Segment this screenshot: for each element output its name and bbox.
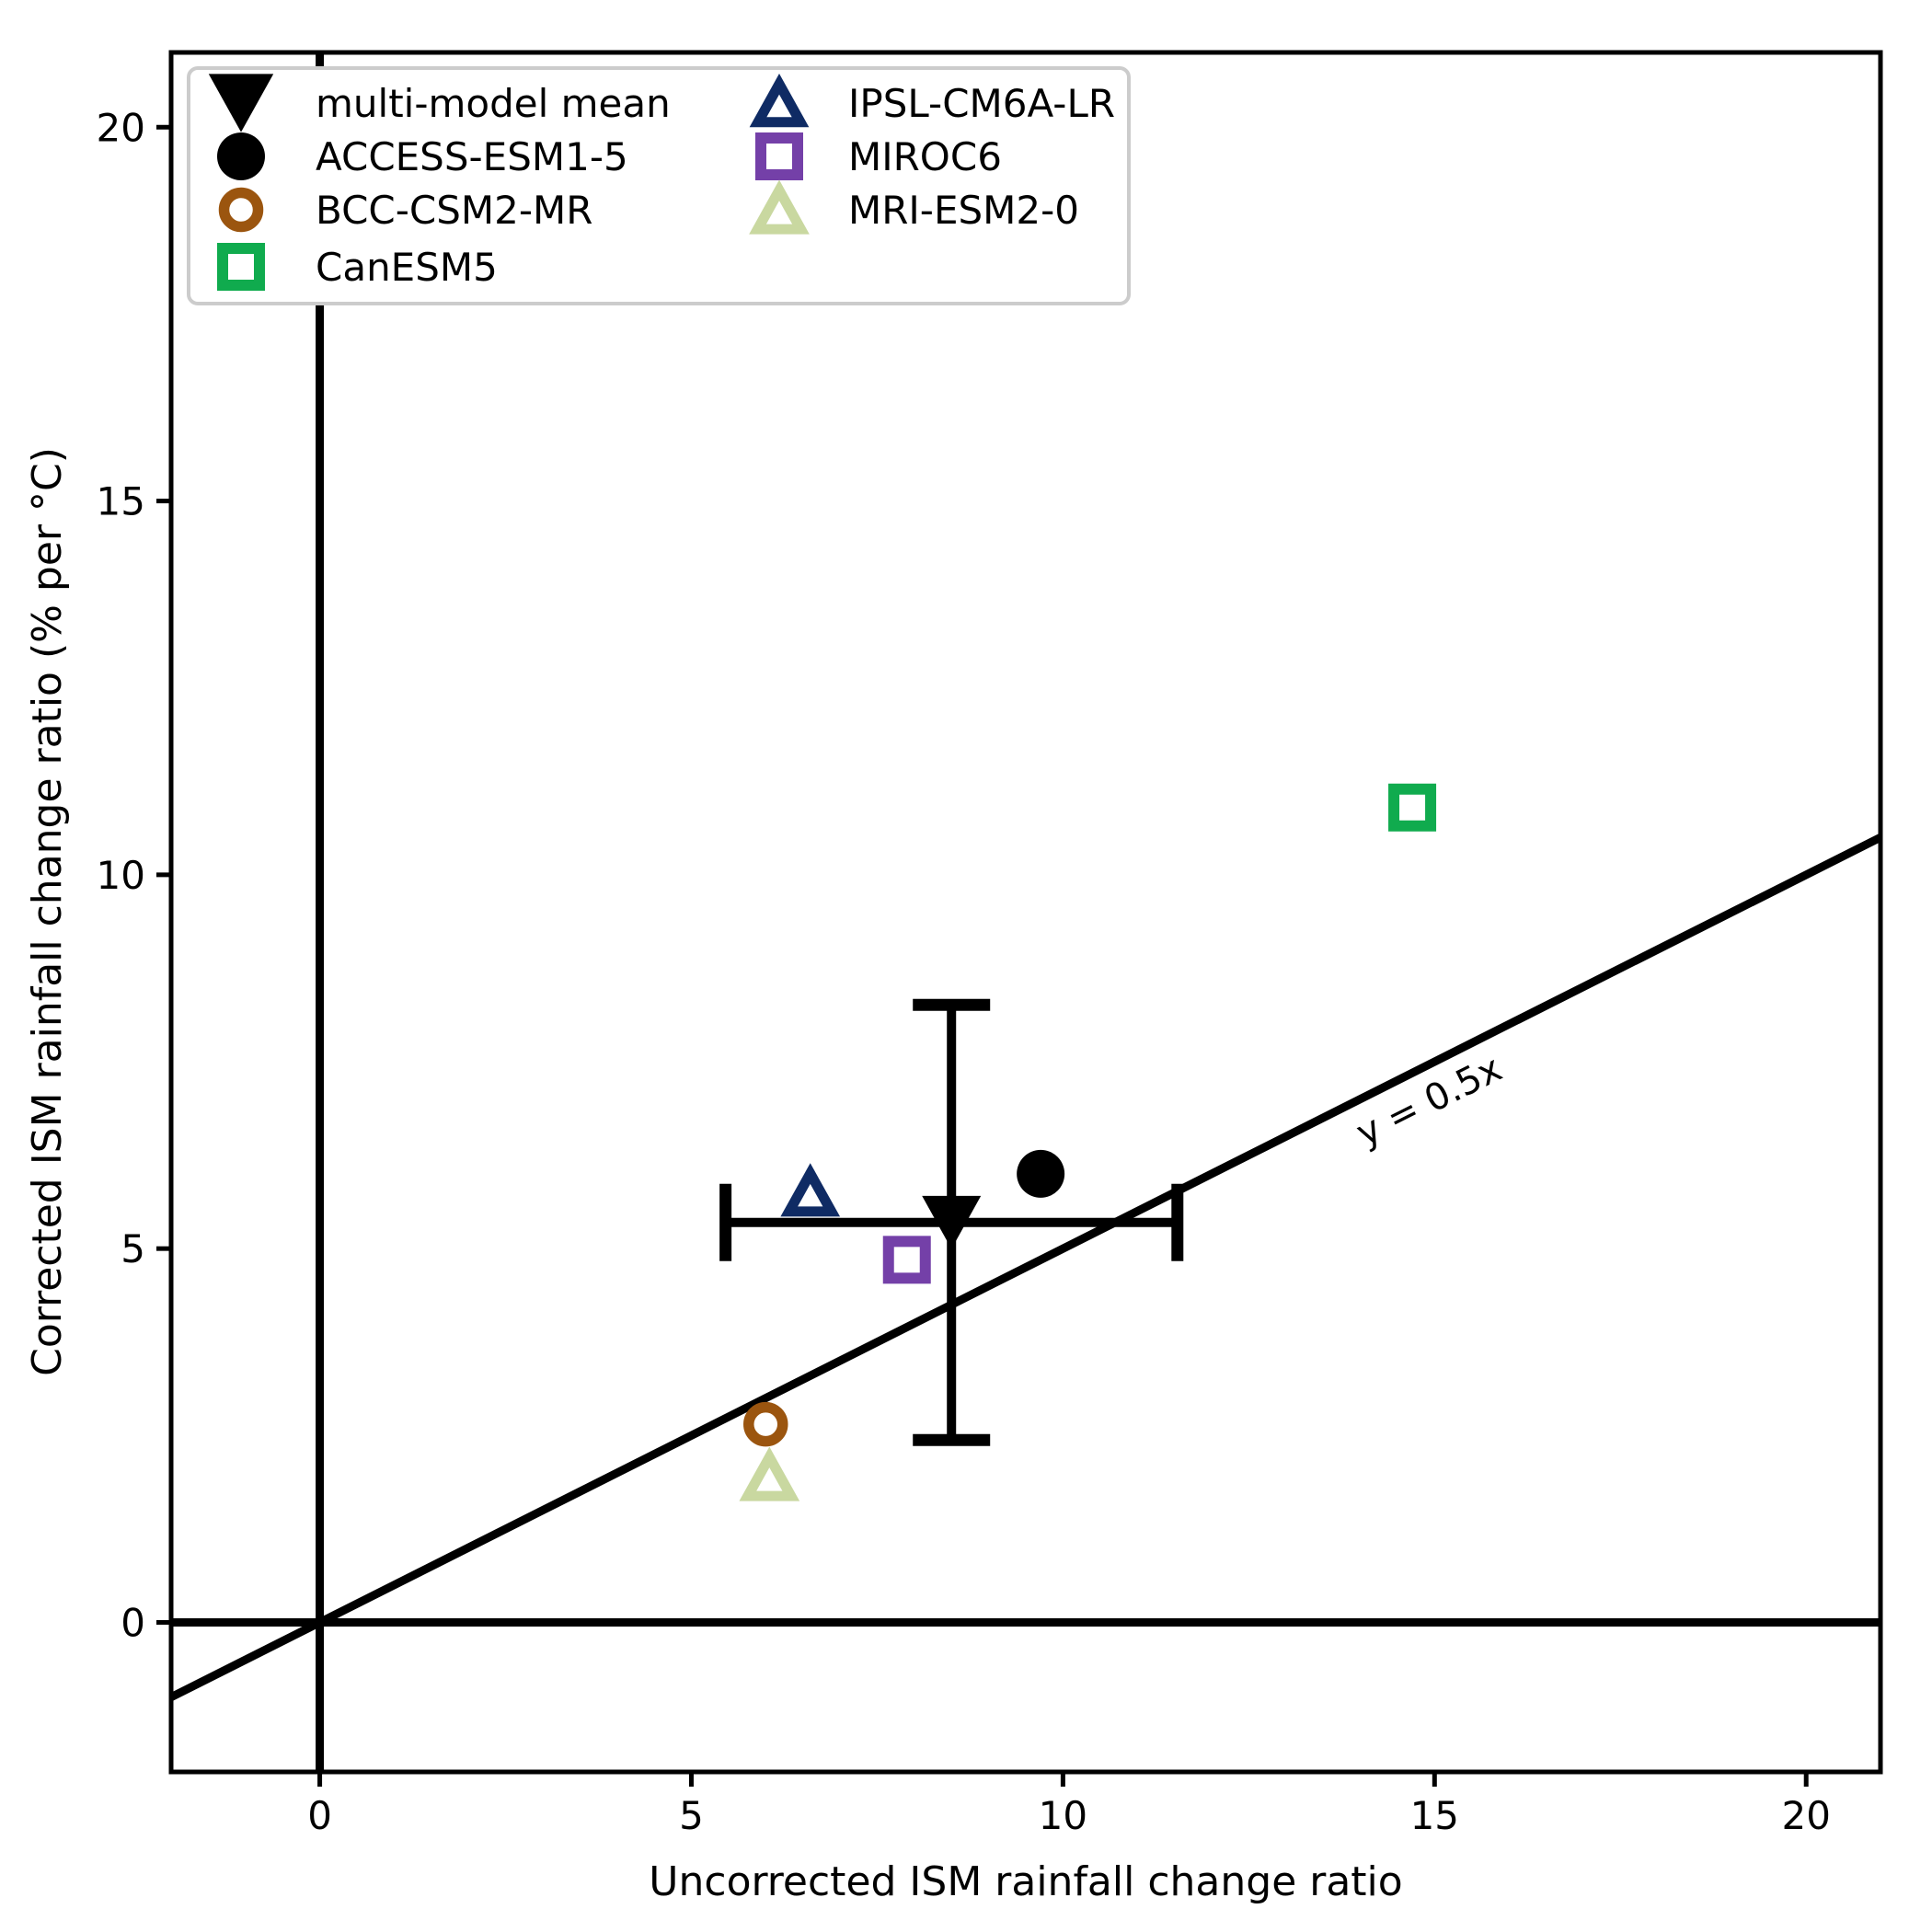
legend: multi-model mean ACCESS-ESM1-5 BCC-CSM2-…	[187, 66, 1131, 305]
y-tick-label: 15	[97, 479, 145, 524]
y-tick-label: 0	[121, 1600, 145, 1645]
marker-square	[1388, 783, 1437, 832]
x-tick-label: 20	[1781, 1793, 1830, 1838]
legend-marker-multi-model-mean	[208, 74, 274, 132]
legend-box	[187, 66, 1131, 305]
x-axis-label: Uncorrected ISM rainfall change ratio	[649, 1858, 1402, 1905]
plot-frame	[168, 50, 1883, 1775]
legend-label-canesm5: CanESM5	[316, 245, 498, 290]
marker-square	[882, 1236, 931, 1284]
legend-label-bcc-csm2-mr: BCC-CSM2-MR	[316, 188, 592, 233]
marker-triangle-up	[739, 1446, 800, 1501]
x-tick-label: 0	[307, 1793, 332, 1838]
data-markers-layer	[739, 783, 1437, 1501]
legend-marker-mri-esm2-0	[749, 179, 810, 235]
legend-marker-miroc6	[755, 132, 803, 180]
legend-marker-bcc-csm2-mr	[218, 187, 264, 233]
legend-label-mri-esm2-0: MRI-ESM2-0	[848, 188, 1079, 233]
marker-triangle-up	[780, 1163, 841, 1217]
marker-circle	[743, 1401, 788, 1447]
marker-circle	[218, 187, 264, 233]
marker-triangle-up	[749, 73, 810, 128]
reference-lines-layer	[168, 52, 1883, 1772]
legend-marker-ipsl-cm6a-lr	[749, 73, 810, 128]
y-axis-label: Corrected ISM rainfall change ratio (% p…	[24, 447, 71, 1376]
x-tick-label: 10	[1039, 1793, 1087, 1838]
legend-label-miroc6: MIROC6	[848, 134, 1002, 179]
legend-label-access-esm1-5: ACCESS-ESM1-5	[316, 134, 628, 179]
marker-circle	[1017, 1149, 1065, 1198]
y-tick-label: 5	[121, 1226, 145, 1271]
x-tick-label: 5	[679, 1793, 704, 1838]
legend-label-multi-model-mean: multi-model mean	[316, 81, 671, 126]
legend-label-ipsl-cm6a-lr: IPSL-CM6A-LR	[848, 81, 1115, 126]
axis-ticks-layer: 0 5 10 15 20 0 5 10 15 20	[97, 105, 1831, 1838]
marker-circle	[217, 132, 265, 180]
y-tick-label: 10	[97, 853, 145, 898]
x-tick-label: 15	[1410, 1793, 1459, 1838]
legend-marker-canesm5	[217, 243, 265, 291]
marker-triangle-up	[749, 179, 810, 235]
legend-marker-access-esm1-5	[217, 132, 265, 180]
marker-triangle-down	[208, 74, 274, 132]
marker-triangle-down	[922, 1195, 982, 1249]
marker-square	[217, 243, 265, 291]
y-tick-label: 20	[97, 105, 145, 150]
reference-line	[168, 834, 1883, 1701]
marker-square	[755, 132, 803, 180]
